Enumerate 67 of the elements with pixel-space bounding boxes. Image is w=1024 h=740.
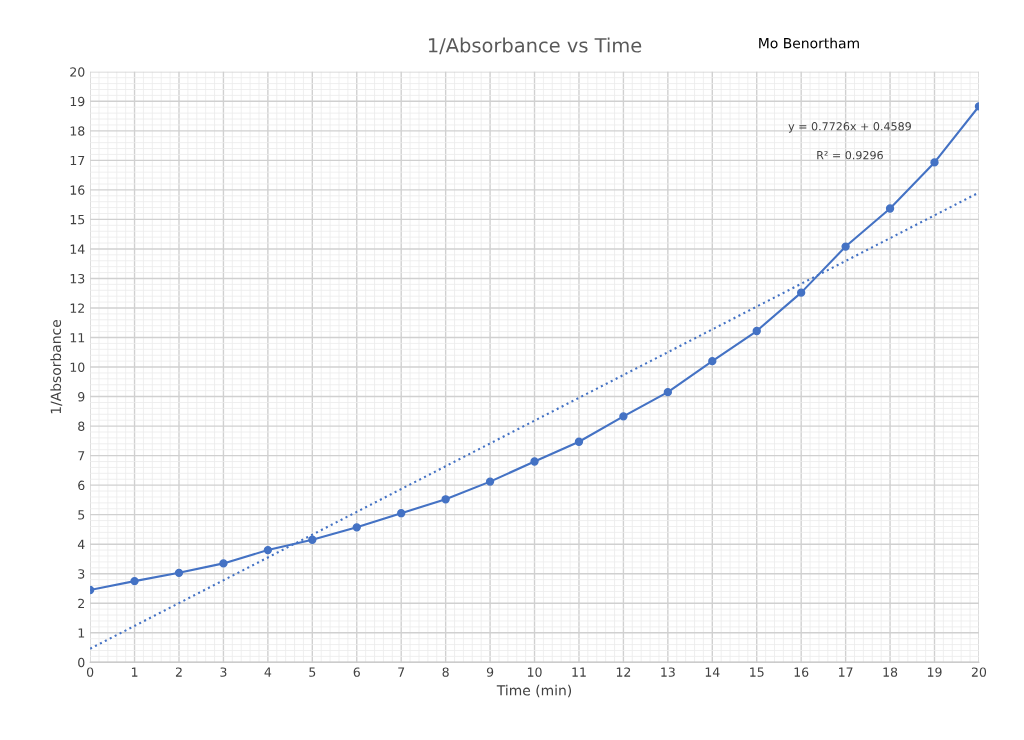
x-tick-label: 13	[661, 667, 675, 677]
point	[663, 387, 673, 397]
x-tick-label: 18	[883, 667, 898, 677]
y-tick-label: 18	[70, 126, 85, 136]
chart-title: 1/Absorbance vs Time	[428, 37, 642, 55]
y-tick-label: 13	[70, 273, 85, 284]
point	[530, 457, 539, 466]
y-tick-label: 14	[70, 244, 85, 254]
x-tick-label: 2	[175, 667, 182, 677]
x-tick-label: 10	[527, 667, 542, 677]
point	[397, 509, 406, 518]
y-tick-label: 3	[78, 569, 85, 579]
point	[441, 495, 450, 504]
text: Mo Benortham	[759, 37, 859, 49]
point	[752, 326, 761, 336]
point	[574, 437, 584, 446]
point	[219, 559, 228, 568]
x-tick-label: 16	[794, 667, 809, 677]
point	[841, 242, 850, 251]
x-axis-title: Time (min)	[496, 684, 572, 698]
point	[263, 545, 273, 555]
x-tick-label: 15	[750, 667, 764, 677]
point	[619, 412, 628, 421]
y-tick-label: 6	[78, 480, 85, 491]
x-tick-label: 9	[486, 667, 494, 677]
y-tick-label: 2	[78, 598, 84, 608]
x-tick-label: 3	[220, 667, 227, 677]
x-tick-label: 8	[442, 667, 449, 677]
x-tick-label: 1	[131, 667, 138, 677]
x-tick-label: 12	[616, 667, 631, 677]
y-tick-label: 10	[70, 362, 85, 372]
x-tick-label: 11	[572, 667, 586, 677]
y-tick-label: 11	[70, 333, 85, 343]
point	[930, 158, 939, 167]
y-tick-label: 12	[70, 303, 84, 313]
y-tick-label: 15	[70, 215, 85, 225]
y-tick-label: 19	[70, 96, 85, 107]
x-tick-label: 14	[705, 667, 720, 677]
annotation: R² = 0.9296	[817, 150, 883, 160]
y-axis-title: 1/Absorbance	[50, 319, 63, 414]
y-tick-label: 0	[78, 657, 85, 668]
y-tick-label: 16	[70, 185, 85, 195]
y-tick-label: 9	[78, 392, 85, 402]
y-tick-label: 20	[70, 67, 85, 77]
x-tick-label: 19	[927, 667, 942, 677]
y-tick-label: 17	[70, 155, 85, 166]
y-tick-label: 5	[78, 510, 85, 520]
x-tick-label: 4	[264, 667, 272, 677]
y-tick-label: 8	[78, 421, 85, 432]
x-tick-label: 6	[353, 667, 360, 677]
x-tick-label: 5	[309, 667, 316, 677]
x-tick-label: 7	[398, 667, 405, 677]
y-tick-label: 4	[77, 539, 85, 549]
point	[308, 535, 317, 544]
point	[130, 576, 139, 586]
point	[885, 204, 895, 213]
point	[485, 477, 495, 486]
annotation: y = 0.7726x + 0.4589	[788, 122, 911, 133]
y-tick-label: 1	[78, 628, 85, 638]
point	[174, 568, 184, 578]
point	[797, 288, 806, 297]
y-tick-label: 7	[78, 451, 85, 461]
x-tick-label: 0	[86, 667, 94, 677]
point	[708, 356, 717, 366]
point	[352, 523, 361, 532]
x-tick-label: 17	[839, 667, 853, 677]
x-tick-label: 20	[971, 667, 987, 677]
